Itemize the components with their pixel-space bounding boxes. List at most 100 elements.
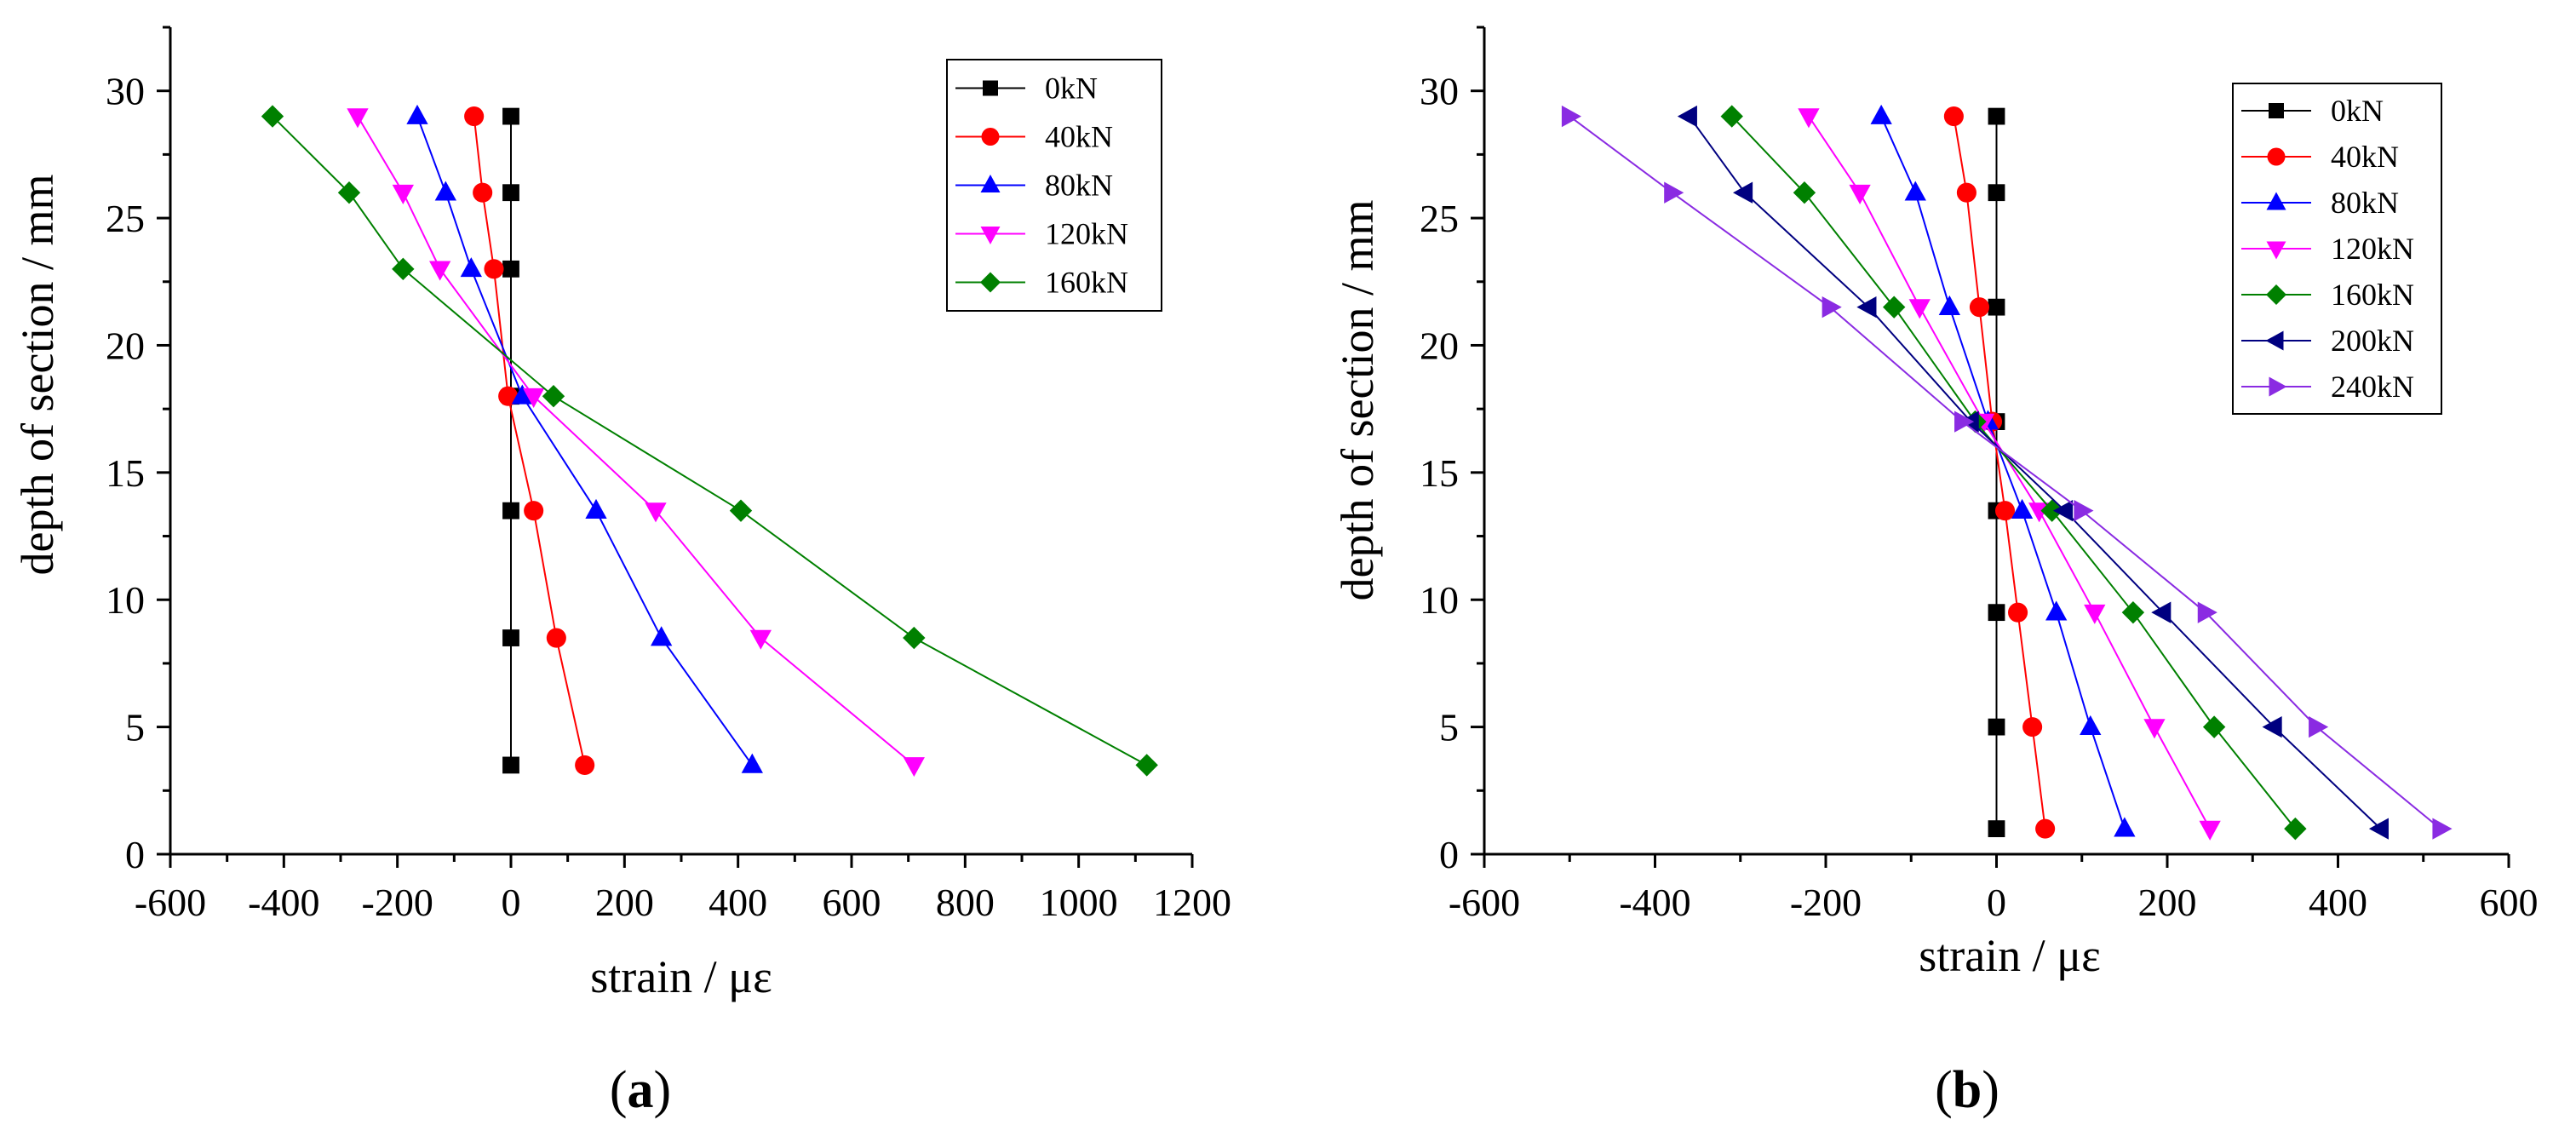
series-line [357, 116, 915, 766]
data-point [651, 626, 673, 646]
legend: 0kN 40kN 80kN 120kN 160kN [946, 59, 1162, 312]
series-200kN [1677, 105, 2389, 840]
legend-label: 160kN [1045, 266, 1128, 300]
data-point [2045, 600, 2068, 621]
legend-label: 0kN [1045, 72, 1098, 106]
data-point [502, 184, 519, 202]
y-tick-label: 5 [125, 706, 145, 749]
series-line [473, 116, 586, 766]
data-point [429, 261, 451, 281]
y-axis-title: depth of section / mm [12, 175, 63, 576]
legend-swatch-marker [2269, 103, 2284, 118]
legend-swatch-marker [980, 272, 1001, 293]
data-point [1954, 410, 1975, 433]
x-tick-label: 600 [823, 881, 881, 924]
y-axis-title: depth of section / mm [1332, 200, 1383, 601]
y-tick-label: 20 [106, 324, 145, 367]
data-point [1988, 820, 2005, 838]
legend-swatch-marker [2266, 192, 2286, 210]
data-point [1733, 181, 1753, 204]
data-point [1883, 296, 1906, 319]
data-point [1856, 296, 1877, 319]
data-point [2199, 820, 2221, 841]
data-point [1988, 107, 2005, 125]
data-point [1849, 184, 1871, 204]
x-tick-label: 200 [2138, 881, 2197, 924]
data-point [484, 259, 504, 279]
data-point [2121, 600, 2145, 624]
legend-swatch-marker [2267, 147, 2286, 166]
x-tick-label: 400 [2309, 881, 2367, 924]
series-line [1731, 115, 2297, 829]
data-point [2074, 500, 2094, 522]
series-line [416, 116, 754, 766]
x-tick-label: 800 [936, 881, 995, 924]
data-point [2008, 602, 2028, 623]
data-point [1793, 181, 1816, 204]
data-point [1988, 184, 2005, 202]
y-tick-label: 30 [106, 70, 145, 113]
series-160kN [261, 105, 1158, 777]
data-point [2114, 817, 2136, 837]
data-point [406, 104, 428, 124]
series-160kN [1720, 105, 2307, 841]
legend-swatch-marker [2266, 241, 2286, 260]
series-line [1808, 116, 2212, 829]
data-point [575, 755, 595, 775]
x-tick-label: 200 [595, 881, 654, 924]
data-point [749, 629, 772, 650]
data-point [1822, 296, 1842, 319]
data-point [903, 757, 925, 778]
data-point [1956, 182, 1976, 203]
legend-swatch-marker [2266, 284, 2286, 305]
data-point [464, 106, 485, 127]
data-point [1677, 105, 1697, 128]
panel-a-chart: -600 -400 -200 0 200 400 600 800 1000 1200 0 5 10 15 2… [12, 26, 1231, 1002]
data-point [502, 629, 519, 646]
series-0kN [1988, 107, 2005, 838]
series-line [1569, 115, 2441, 829]
data-point [1664, 181, 1684, 204]
x-tick-label: -400 [1619, 881, 1690, 924]
data-point [502, 502, 519, 519]
data-point [1904, 181, 1926, 201]
legend-label: 80kN [1045, 169, 1113, 203]
legend-swatch-marker [2269, 376, 2287, 397]
legend-swatch-marker [983, 80, 998, 96]
legend-label: 240kN [2331, 370, 2414, 404]
y-tick-label: 30 [1420, 70, 1459, 113]
legend-swatch-marker [980, 227, 1001, 244]
panel-a-label: (a) [610, 1061, 671, 1119]
data-point [2011, 498, 2034, 519]
data-point [2080, 715, 2102, 735]
legend: 0kN 40kN 80kN 120kN 160kN 200kN 240kN [2232, 83, 2442, 415]
data-point [1988, 604, 2005, 622]
data-point [473, 182, 493, 203]
data-point [502, 756, 519, 774]
x-tick-label: -200 [1790, 881, 1862, 924]
x-tick-label: -200 [362, 881, 433, 924]
data-point [1938, 295, 1961, 315]
y-tick-label: 10 [1420, 578, 1459, 622]
data-point [2368, 818, 2389, 840]
data-point [903, 626, 926, 650]
x-tick-label: -400 [248, 881, 319, 924]
data-point [1908, 299, 1931, 319]
data-point [1798, 108, 1820, 129]
y-tick-label: 10 [106, 578, 145, 622]
x-tick-label: 400 [709, 881, 767, 924]
data-point [1994, 501, 2016, 521]
data-point [2143, 719, 2166, 739]
data-point [1720, 105, 1743, 128]
series-line [1880, 116, 2126, 829]
x-tick-label: 0 [502, 881, 521, 924]
legend-label: 200kN [2331, 324, 2414, 358]
data-point [2432, 818, 2453, 840]
x-tick-label: 1000 [1040, 881, 1118, 924]
series-120kN [1798, 108, 2221, 841]
legend-label: 40kN [2331, 140, 2399, 174]
data-point [2052, 500, 2074, 522]
legend-swatch-marker [980, 175, 1001, 192]
legend-swatch-marker [2265, 330, 2284, 351]
